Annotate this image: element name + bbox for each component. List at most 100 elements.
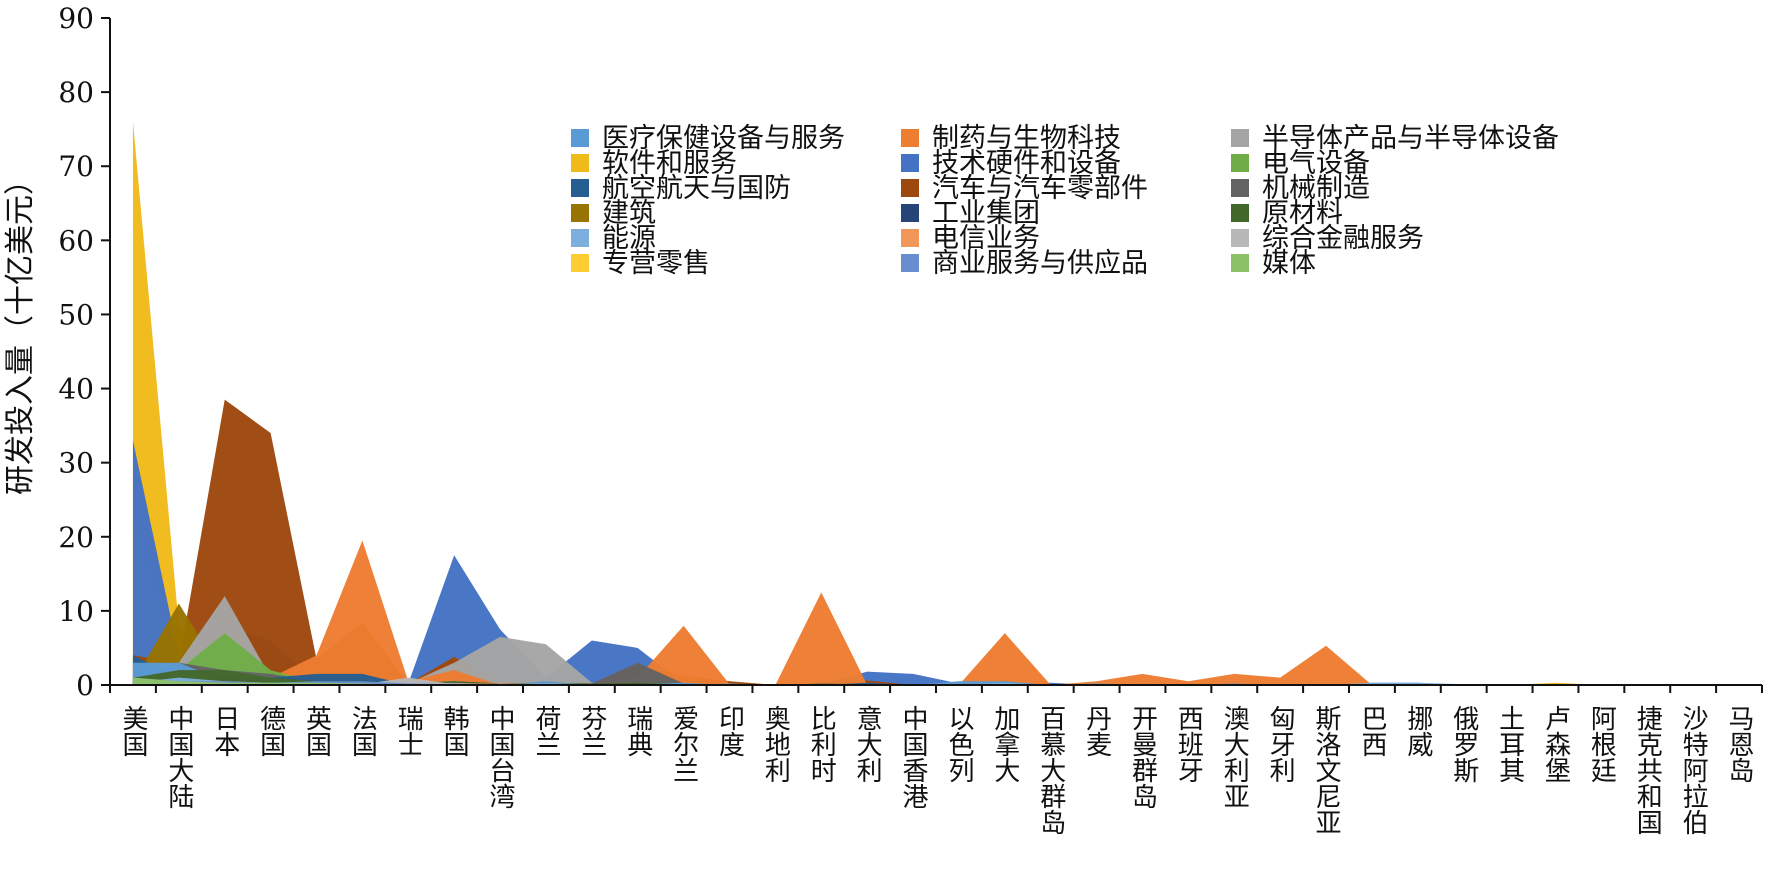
x-tick-label: 斯洛文尼亚: [1311, 705, 1341, 835]
y-tick-label: 30: [58, 447, 94, 480]
legend-item: 专营零售: [571, 248, 710, 279]
x-tick-label: 意大利: [852, 705, 882, 783]
legend-swatch: [901, 204, 919, 222]
legend-label: 工业集团: [932, 198, 1040, 229]
legend-swatch: [901, 254, 919, 272]
x-tick-label: 捷克共和国: [1632, 705, 1662, 835]
series-area: [132, 596, 1740, 685]
y-tick-label: 10: [58, 595, 94, 628]
x-tick-label: 印度: [715, 705, 745, 757]
x-tick-label: 以色列: [944, 705, 974, 783]
legend-label: 商业服务与供应品: [932, 248, 1148, 279]
legend-label: 建筑: [602, 198, 656, 229]
series-area: [132, 440, 1740, 685]
legend-item: 机械制造: [1231, 173, 1370, 204]
x-tick-label: 法国: [347, 705, 377, 757]
legend-label: 制药与生物科技: [932, 123, 1121, 154]
legend-label: 半导体产品与半导体设备: [1262, 123, 1559, 154]
legend-item: 技术硬件和设备: [901, 148, 1121, 179]
x-tick-label: 沙特阿拉伯: [1678, 705, 1708, 835]
legend-label: 机械制造: [1262, 173, 1370, 204]
x-tick-label: 中国香港: [898, 705, 928, 809]
legend-swatch: [571, 229, 589, 247]
legend-label: 软件和服务: [602, 148, 737, 179]
y-tick-label: 90: [58, 2, 94, 35]
legend-item: 商业服务与供应品: [901, 248, 1148, 279]
x-tick-label: 马恩岛: [1724, 705, 1754, 783]
y-tick-label: 40: [58, 373, 94, 406]
x-tick-label: 加拿大: [990, 705, 1020, 783]
x-tick-label: 阿根廷: [1586, 705, 1616, 783]
legend-item: 媒体: [1231, 248, 1316, 279]
x-tick-label: 美国: [118, 705, 148, 757]
x-tick-label: 芬兰: [577, 705, 607, 757]
legend-item: 工业集团: [901, 198, 1040, 229]
series-area: [132, 399, 1740, 685]
y-axis-ticks: 0 10 20 30 40 50 60 70 80 90: [58, 2, 110, 702]
y-axis-title: 研发投入量（十亿美元）: [3, 165, 38, 495]
x-tick-label: 中国大陆: [164, 705, 194, 809]
x-tick-label: 巴西: [1357, 705, 1387, 757]
legend-label: 原材料: [1262, 198, 1343, 229]
legend-swatch: [1231, 254, 1249, 272]
legend-swatch: [901, 179, 919, 197]
x-tick-label: 百慕大群岛: [1036, 705, 1066, 835]
legend-item: 能源: [571, 223, 656, 254]
legend-swatch: [1231, 129, 1249, 147]
y-tick-label: 20: [58, 521, 94, 554]
legend-label: 医疗保健设备与服务: [602, 123, 845, 154]
y-tick-label: 0: [76, 669, 94, 702]
y-tick-label: 70: [58, 150, 94, 183]
legend-label: 电气设备: [1262, 148, 1370, 179]
x-tick-label: 土耳其: [1495, 705, 1525, 783]
legend-label: 专营零售: [602, 248, 710, 279]
x-tick-label: 挪威: [1403, 705, 1433, 757]
legend-item: 医疗保健设备与服务: [571, 123, 845, 154]
legend-item: 制药与生物科技: [901, 123, 1121, 154]
x-tick-label: 德国: [256, 705, 286, 757]
legend-swatch: [571, 154, 589, 172]
series-area: [132, 540, 1740, 685]
x-tick-label: 瑞士: [393, 705, 423, 757]
legend-swatch: [901, 154, 919, 172]
legend-swatch: [901, 129, 919, 147]
legend-swatch: [1231, 204, 1249, 222]
legend-swatch: [1231, 229, 1249, 247]
legend-item: 半导体产品与半导体设备: [1231, 123, 1559, 154]
legend-item: 原材料: [1231, 198, 1343, 229]
x-tick-label: 韩国: [439, 705, 469, 757]
x-tick-label: 日本: [210, 705, 240, 757]
legend-label: 技术硬件和设备: [932, 148, 1121, 179]
x-tick-label: 卢森堡: [1541, 705, 1571, 783]
x-tick-label: 比利时: [806, 705, 836, 783]
legend-swatch: [901, 229, 919, 247]
x-tick-label: 开曼群岛: [1128, 705, 1158, 809]
y-tick-label: 50: [58, 298, 94, 331]
x-tick-label: 爱尔兰: [669, 705, 699, 783]
legend-item: 电信业务: [901, 223, 1040, 254]
x-tick-label: 中国台湾: [485, 705, 515, 809]
legend-item: 综合金融服务: [1231, 223, 1424, 254]
legend-item: 软件和服务: [571, 148, 737, 179]
legend-swatch: [1231, 154, 1249, 172]
y-tick-label: 80: [58, 76, 94, 109]
legend-label: 媒体: [1262, 248, 1316, 279]
legend-label: 综合金融服务: [1262, 223, 1424, 254]
legend-swatch: [571, 204, 589, 222]
x-tick-label: 匈牙利: [1265, 705, 1295, 783]
legend-item: 电气设备: [1231, 148, 1370, 179]
legend-label: 能源: [602, 223, 656, 254]
legend-item: 汽车与汽车零部件: [901, 173, 1148, 204]
legend-label: 航空航天与国防: [602, 173, 791, 204]
legend-swatch: [1231, 179, 1249, 197]
legend-label: 电信业务: [932, 223, 1040, 254]
x-tick-label: 奥地利: [760, 705, 790, 783]
x-tick-label: 丹麦: [1082, 705, 1112, 757]
legend-swatch: [571, 179, 589, 197]
x-tick-label: 澳大利亚: [1219, 705, 1249, 809]
x-axis-ticks: 美国 中国大陆 日本 德国 英国 法国 瑞士 韩国 中国台湾 荷兰 芬兰 瑞典 爱尔兰 印度 奥地利 比利时意…: [109, 685, 1763, 835]
legend-swatch: [571, 129, 589, 147]
legend-item: 建筑: [571, 198, 656, 229]
